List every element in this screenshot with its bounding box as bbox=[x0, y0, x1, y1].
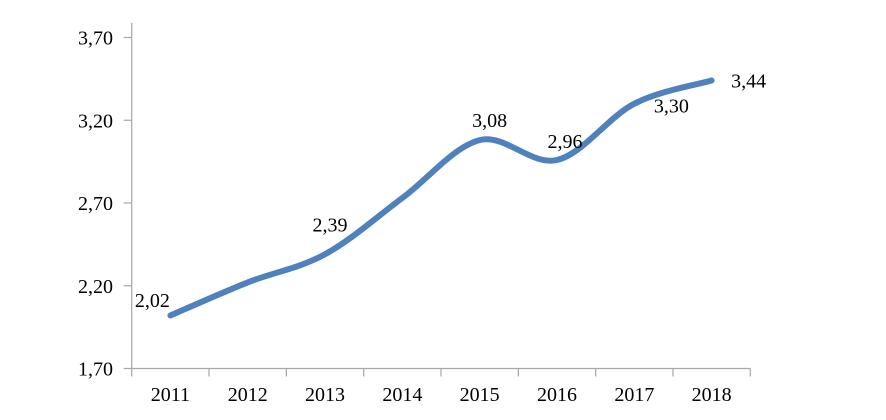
data-label: 2,02 bbox=[135, 290, 170, 312]
x-category-label: 2017 bbox=[614, 384, 654, 406]
x-category-label: 2012 bbox=[228, 384, 268, 406]
y-tick-label: 3,20 bbox=[78, 110, 113, 132]
data-label: 3,30 bbox=[654, 96, 689, 118]
data-label: 2,96 bbox=[547, 131, 582, 153]
x-category-label: 2013 bbox=[305, 384, 345, 406]
data-label: 2,39 bbox=[313, 214, 348, 236]
x-category-label: 2015 bbox=[460, 384, 500, 406]
data-label: 3,08 bbox=[472, 110, 507, 132]
x-category-label: 2016 bbox=[537, 384, 577, 406]
y-tick-label: 1,70 bbox=[78, 359, 113, 381]
series-line bbox=[167, 77, 715, 319]
x-category-label: 2014 bbox=[382, 384, 422, 406]
x-category-label: 2018 bbox=[692, 384, 732, 406]
x-category-label: 2011 bbox=[151, 384, 190, 406]
y-tick-label: 2,70 bbox=[78, 193, 113, 215]
y-tick-label: 2,20 bbox=[78, 276, 113, 298]
data-label: 3,44 bbox=[731, 71, 766, 93]
y-tick-label: 3,70 bbox=[78, 28, 113, 50]
